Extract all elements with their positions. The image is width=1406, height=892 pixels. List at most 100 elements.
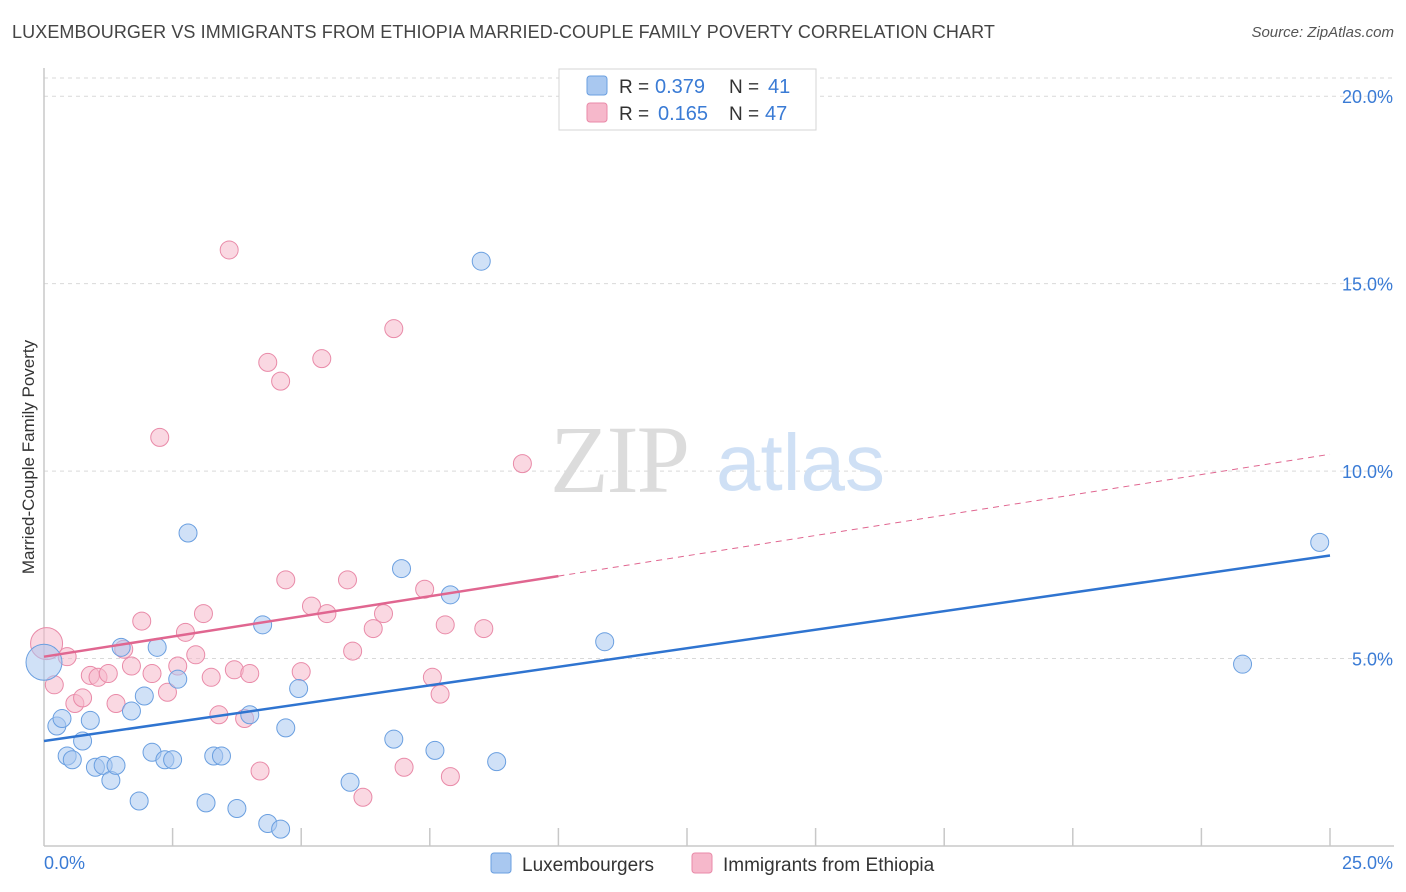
watermark: ZIP atlas [550, 406, 885, 513]
luxembourgers-point-19 [168, 669, 188, 689]
ethiopia-point-35 [353, 787, 373, 807]
legend-r-label-1: R = [619, 77, 649, 98]
legend-r-value-2: 0.165 [658, 103, 708, 125]
axes [43, 68, 1394, 847]
legend-r-label-2: R = [619, 104, 649, 125]
legend-n-value-2: 47 [765, 103, 787, 125]
legend-n-label-1: N = [729, 77, 759, 98]
y-tick-label-2: 15.0% [1342, 275, 1393, 295]
source-label: Source: ZipAtlas.com [1251, 24, 1394, 41]
luxembourgers-point-11 [111, 637, 131, 657]
luxembourgers-point-32 [384, 729, 404, 749]
ethiopia-point-11 [132, 611, 152, 631]
ethiopia-point-28 [276, 570, 296, 590]
series-luxembourgers-points [25, 251, 1330, 839]
ethiopia-point-36 [363, 619, 383, 639]
ethiopia-point-17 [186, 645, 206, 665]
ethiopia-point-45 [474, 619, 494, 639]
luxembourgers-point-31 [340, 772, 360, 792]
luxembourgers-point-33 [392, 559, 412, 579]
ethiopia-point-38 [384, 319, 404, 339]
series-ethiopia-points [30, 240, 532, 807]
luxembourgers-point-34 [425, 740, 445, 760]
ethiopia-point-13 [150, 427, 170, 447]
luxembourgers-point-24 [227, 799, 247, 819]
luxembourgers-point-36 [471, 251, 491, 271]
ethiopia-point-26 [258, 352, 278, 372]
luxembourgers-point-25 [240, 705, 260, 725]
luxembourgers-point-23 [211, 746, 231, 766]
luxembourgers-point-37 [487, 752, 507, 772]
ethiopia-point-31 [312, 349, 332, 369]
ethiopia-point-14 [157, 682, 177, 702]
y-tick-label-3: 20.0% [1342, 87, 1393, 107]
trend-lines [43, 453, 1331, 743]
legend-swatch-luxembourgers [586, 75, 608, 96]
watermark-zip: ZIP [550, 406, 688, 513]
x-tick-label-0: 0.0% [44, 853, 85, 873]
luxembourgers-point-28 [271, 819, 291, 839]
trend-line-ethiopia [43, 574, 559, 658]
ethiopia-point-33 [337, 570, 357, 590]
x-tick-label-1: 25.0% [1342, 853, 1393, 873]
ethiopia-point-46 [512, 454, 532, 474]
y-tick-label-0: 5.0% [1352, 650, 1393, 670]
bottom-legend-swatch-luxembourgers [490, 852, 512, 874]
legend-swatch-ethiopia [586, 102, 608, 123]
y-tick-label-1: 10.0% [1342, 462, 1393, 482]
ethiopia-point-43 [440, 767, 460, 787]
chart-title: LUXEMBOURGER VS IMMIGRANTS FROM ETHIOPIA… [12, 22, 995, 42]
luxembourgers-point-29 [276, 718, 296, 738]
luxembourgers-point-6 [80, 710, 100, 730]
ethiopia-point-21 [219, 240, 239, 260]
ethiopia-point-37 [374, 604, 394, 624]
ethiopia-point-12 [142, 664, 162, 684]
luxembourgers-point-14 [134, 686, 154, 706]
bottom-legend: Luxembourgers Immigrants from Ethiopia [490, 852, 935, 876]
y-tick-labels: 5.0% 10.0% 15.0% 20.0% [1342, 87, 1393, 669]
y-axis-title: Married-Couple Family Poverty [19, 339, 38, 574]
legend-n-value-1: 41 [768, 76, 790, 98]
ethiopia-point-25 [250, 761, 270, 781]
luxembourgers-point-30 [289, 679, 309, 699]
legend: R = 0.379 N = 41 R = 0.165 N = 47 [558, 68, 817, 131]
ethiopia-point-24 [240, 664, 260, 684]
luxembourgers-point-4 [62, 750, 82, 770]
luxembourgers-point-18 [163, 750, 183, 770]
luxembourgers-point-40 [1310, 532, 1330, 552]
trend-line-ethiopia-extrapolated [558, 453, 1331, 577]
ethiopia-point-39 [394, 757, 414, 777]
luxembourgers-point-39 [1233, 654, 1253, 674]
luxembourgers-point-12 [121, 701, 141, 721]
ethiopia-point-41 [422, 667, 442, 687]
ethiopia-point-19 [201, 667, 221, 687]
ethiopia-point-10 [121, 656, 141, 676]
bottom-legend-label-luxembourgers: Luxembourgers [522, 855, 654, 876]
luxembourgers-point-20 [178, 523, 198, 543]
ethiopia-point-44 [435, 615, 455, 635]
ethiopia-point-42 [430, 684, 450, 704]
ethiopia-point-18 [193, 604, 213, 624]
luxembourgers-point-26 [253, 615, 273, 635]
x-tick-labels: 0.0% 25.0% [44, 853, 1393, 873]
luxembourgers-point-13 [129, 791, 149, 811]
legend-n-label-2: N = [729, 104, 759, 125]
x-tick-marks [171, 828, 1331, 846]
ethiopia-point-34 [343, 641, 363, 661]
watermark-atlas: atlas [716, 418, 885, 507]
luxembourgers-point-2 [52, 709, 72, 729]
ethiopia-point-29 [291, 662, 311, 682]
ethiopia-point-7 [98, 664, 118, 684]
luxembourgers-point-38 [595, 632, 615, 652]
trend-line-luxembourgers [43, 554, 1331, 743]
ethiopia-point-4 [73, 688, 93, 708]
luxembourgers-point-10 [106, 755, 126, 775]
luxembourgers-point-21 [196, 793, 216, 813]
bottom-legend-label-ethiopia: Immigrants from Ethiopia [723, 855, 935, 876]
legend-r-value-1: 0.379 [655, 76, 705, 98]
ethiopia-point-27 [271, 371, 291, 391]
luxembourgers-point-0 [25, 643, 63, 681]
bottom-legend-swatch-ethiopia [691, 852, 713, 874]
ethiopia-point-8 [106, 694, 126, 714]
